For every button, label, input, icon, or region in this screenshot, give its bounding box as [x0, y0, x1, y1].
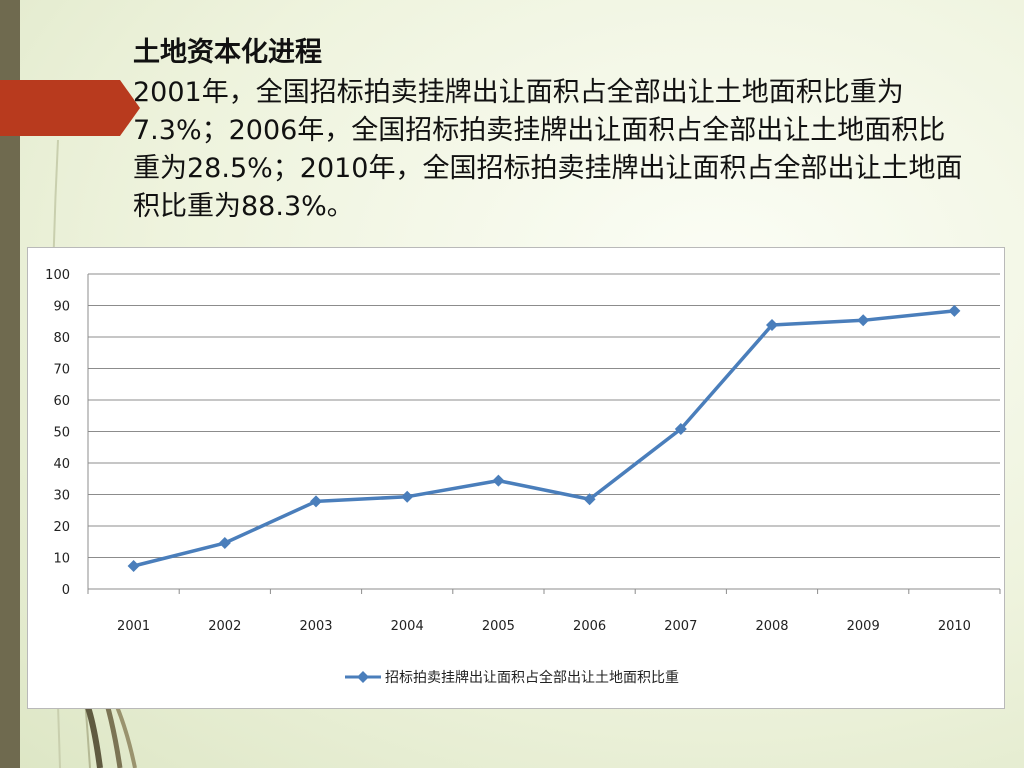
data-point-2002	[218, 537, 231, 550]
data-point-2010	[948, 304, 961, 317]
x-tick-label: 2003	[299, 619, 332, 634]
x-tick-label: 2008	[755, 619, 788, 634]
data-point-2004	[401, 490, 414, 503]
slide-title: 土地资本化进程	[133, 37, 322, 68]
chart-panel	[27, 247, 1005, 709]
series-line-0	[133, 309, 955, 568]
x-tick-label: 2002	[208, 619, 241, 634]
data-point-2008	[766, 319, 778, 332]
y-tick-label: 20	[53, 520, 70, 535]
x-tick-label: 2010	[938, 619, 971, 634]
data-point-2003	[310, 495, 322, 508]
slide-text: 土地资本化进程 2001年，全国招标拍卖挂牌出让面积占全部出让土地面积比重为7.…	[133, 32, 963, 226]
data-point-2007	[674, 422, 687, 435]
chart-legend: 招标拍卖挂牌出让面积占全部出让土地面积比重	[0, 665, 1024, 689]
data-point-2006	[583, 493, 596, 506]
y-tick-label: 80	[53, 331, 70, 346]
legend-series-marker	[345, 671, 381, 683]
y-tick-label: 100	[45, 268, 70, 283]
sidebar-stripe	[0, 0, 20, 768]
slide-paragraph: 2001年，全国招标拍卖挂牌出让面积占全部出让土地面积比重为7.3%；2006年…	[133, 77, 963, 222]
legend-series-label: 招标拍卖挂牌出让面积占全部出让土地面积比重	[385, 670, 679, 686]
data-point-2005	[492, 474, 505, 487]
red-arrow-icon	[0, 80, 140, 136]
y-tick-label: 90	[53, 300, 70, 315]
data-point-2009	[857, 314, 870, 327]
y-tick-label: 70	[53, 363, 70, 378]
x-tick-label: 2001	[117, 619, 150, 634]
data-point-2001	[127, 560, 140, 573]
y-tick-label: 40	[53, 457, 70, 472]
y-tick-label: 30	[53, 489, 70, 504]
x-tick-label: 2006	[573, 619, 606, 634]
y-tick-label: 60	[53, 394, 70, 409]
y-tick-label: 50	[53, 426, 70, 441]
x-tick-label: 2004	[391, 619, 424, 634]
x-tick-label: 2005	[482, 619, 515, 634]
x-tick-label: 2007	[664, 619, 697, 634]
y-tick-label: 10	[53, 552, 70, 567]
x-tick-label: 2009	[847, 619, 880, 634]
y-tick-label: 0	[62, 583, 70, 598]
